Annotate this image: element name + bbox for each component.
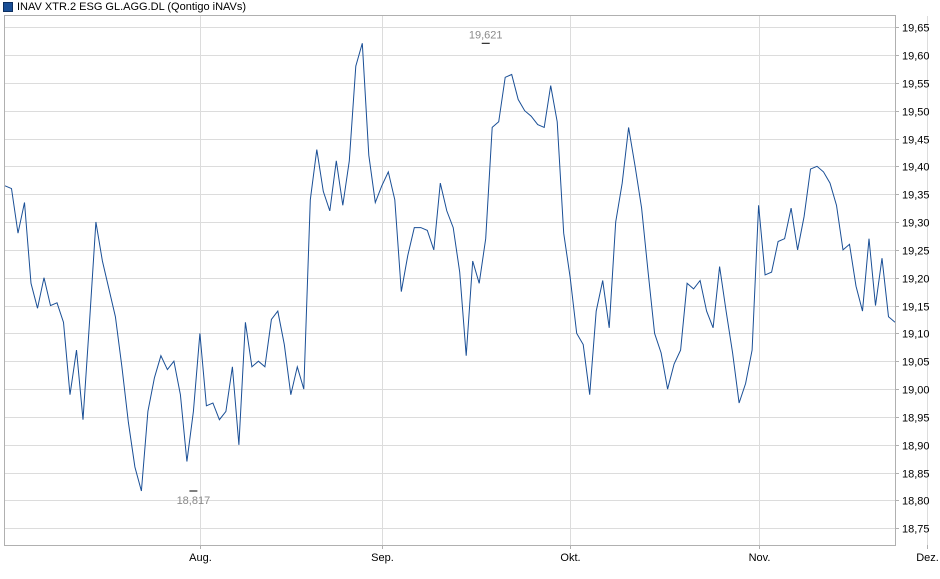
y-tick-label: 19,20 <box>902 274 930 286</box>
y-axis-ticks: 19,65 19,60 19,55 19,50 19,45 19,40 19,35 19,30… <box>895 23 930 536</box>
y-tick-label: 19,35 <box>902 190 930 202</box>
x-axis-ticks: Aug.Sep.Okt.Nov.Dez.Jan. <box>189 545 939 564</box>
x-tick-label: Nov. <box>749 552 771 564</box>
x-tick-label: Dez. <box>916 552 939 564</box>
price-series-line <box>4 43 896 492</box>
min-label: 18,817 <box>177 495 211 507</box>
y-tick-label: 19,15 <box>902 302 930 314</box>
plot-frame <box>4 15 896 546</box>
legend-label: INAV XTR.2 ESG GL.AGG.DL (Qontigo iNAVs) <box>17 1 247 13</box>
x-tick-label: Sep. <box>371 552 394 564</box>
max-label: 19,621 <box>469 29 503 41</box>
y-tick-label: 19,60 <box>902 51 930 63</box>
y-tick-label: 18,90 <box>902 441 930 453</box>
y-tick-label: 19,40 <box>902 162 930 174</box>
y-tick-label: 18,75 <box>902 524 930 536</box>
min-max-annotations: 19,621 18,817 <box>177 29 503 507</box>
y-tick-label: 18,85 <box>902 469 930 481</box>
y-tick-label: 19,50 <box>902 107 930 119</box>
y-tick-label: 19,00 <box>902 385 930 397</box>
y-tick-label: 19,30 <box>902 218 930 230</box>
y-tick-label: 19,55 <box>902 79 930 91</box>
y-tick-label: 19,10 <box>902 329 930 341</box>
grid-lines <box>5 16 928 545</box>
y-tick-label: 19,05 <box>902 357 930 369</box>
y-tick-label: 19,25 <box>902 246 930 258</box>
legend-swatch <box>3 2 13 12</box>
y-tick-label: 19,45 <box>902 135 930 147</box>
y-tick-label: 19,65 <box>902 23 930 35</box>
chart-legend: INAV XTR.2 ESG GL.AGG.DL (Qontigo iNAVs) <box>3 0 246 14</box>
y-tick-label: 18,95 <box>902 413 930 425</box>
x-tick-label: Okt. <box>560 552 580 564</box>
x-tick-label: Aug. <box>189 552 212 564</box>
y-tick-label: 18,80 <box>902 496 930 508</box>
